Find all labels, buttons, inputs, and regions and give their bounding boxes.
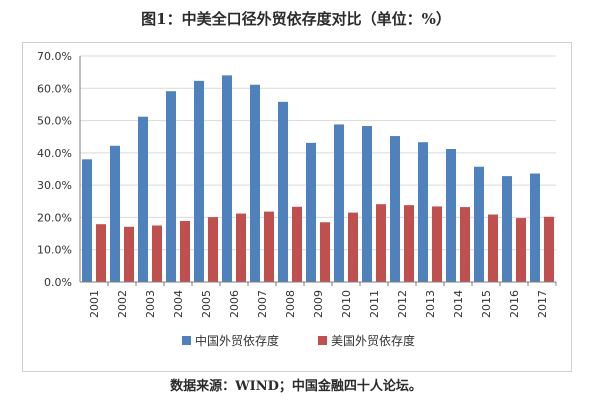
legend-swatch-china — [182, 336, 191, 345]
axes — [79, 56, 557, 286]
legend-label-china: 中国外贸依存度 — [195, 333, 279, 348]
x-tick-label: 2009 — [312, 290, 325, 318]
bar-us — [432, 206, 442, 282]
bar-china — [502, 176, 512, 282]
y-tick-label: 40.0% — [37, 147, 72, 160]
x-tick-label: 2017 — [536, 290, 549, 318]
bar-china — [446, 148, 456, 282]
x-tick-label: 2013 — [424, 290, 437, 318]
bar-us — [180, 220, 190, 282]
x-tick-label: 2008 — [284, 290, 297, 318]
bar-us — [152, 225, 162, 282]
x-tick-label: 2003 — [144, 290, 157, 318]
y-tick-label: 50.0% — [37, 115, 72, 128]
y-tick-label: 10.0% — [37, 244, 72, 257]
x-tick-label: 2010 — [340, 290, 353, 318]
y-tick-label: 60.0% — [37, 82, 72, 95]
bar-us — [96, 224, 106, 282]
bar-china — [222, 75, 232, 282]
bars — [82, 75, 554, 283]
legend-label-us: 美国外贸依存度 — [331, 333, 415, 348]
y-tick-label: 70.0% — [37, 50, 72, 63]
bar-us — [320, 222, 330, 282]
bar-china — [334, 124, 344, 283]
x-tick-label: 2016 — [508, 290, 521, 318]
bar-us — [208, 217, 218, 282]
bar-china — [110, 145, 120, 282]
y-tick-label: 20.0% — [37, 211, 72, 224]
bar-china — [194, 80, 204, 282]
bar-china — [138, 116, 148, 282]
x-tick-label: 2007 — [256, 290, 269, 318]
x-tick-label: 2005 — [200, 290, 213, 318]
bar-us — [488, 214, 498, 282]
legend: 中国外贸依存度 美国外贸依存度 — [182, 333, 415, 348]
bar-us — [124, 226, 134, 282]
bar-us — [348, 212, 358, 282]
y-tick-label: 0.0% — [44, 276, 72, 289]
bar-china — [362, 126, 372, 282]
bar-china — [82, 159, 92, 282]
bar-us — [404, 205, 414, 282]
chart-title: 图1：中美全口径外贸依存度对比（单位：%） — [141, 10, 451, 28]
bar-us — [376, 204, 386, 282]
bar-china — [418, 142, 428, 282]
bar-china — [390, 136, 400, 282]
y-tick-label: 30.0% — [37, 179, 72, 192]
legend-swatch-us — [318, 336, 327, 345]
source-caption: 数据来源：WIND；中国金融四十人论坛。 — [170, 379, 422, 394]
x-tick-label: 2014 — [452, 290, 465, 318]
bar-china — [250, 84, 260, 282]
x-tick-label: 2002 — [116, 290, 129, 318]
x-tick-labels: 2001 2002 2003 2004 2005 2006 2007 2008 2009 2010… — [88, 290, 549, 318]
bar-china — [530, 173, 540, 282]
bar-china — [474, 166, 484, 282]
bar-us — [264, 211, 274, 282]
bar-us — [236, 213, 246, 282]
x-tick-label: 2012 — [396, 290, 409, 318]
bar-us — [292, 206, 302, 282]
bar-us — [544, 216, 554, 282]
x-tick-label: 2001 — [88, 290, 101, 318]
bar-china — [166, 91, 176, 282]
x-tick-label: 2004 — [172, 290, 185, 318]
bar-us — [516, 218, 526, 282]
x-tick-label: 2015 — [480, 290, 493, 318]
x-tick-label: 2011 — [368, 290, 381, 318]
grid-lines — [80, 55, 556, 251]
bar-us — [460, 207, 470, 282]
y-tick-labels: 0.0% 10.0% 20.0% 30.0% 40.0% 50.0% 60.0% 70.0% — [37, 50, 72, 289]
bar-china — [278, 101, 288, 283]
bar-china — [306, 142, 316, 282]
x-tick-label: 2006 — [228, 290, 241, 318]
